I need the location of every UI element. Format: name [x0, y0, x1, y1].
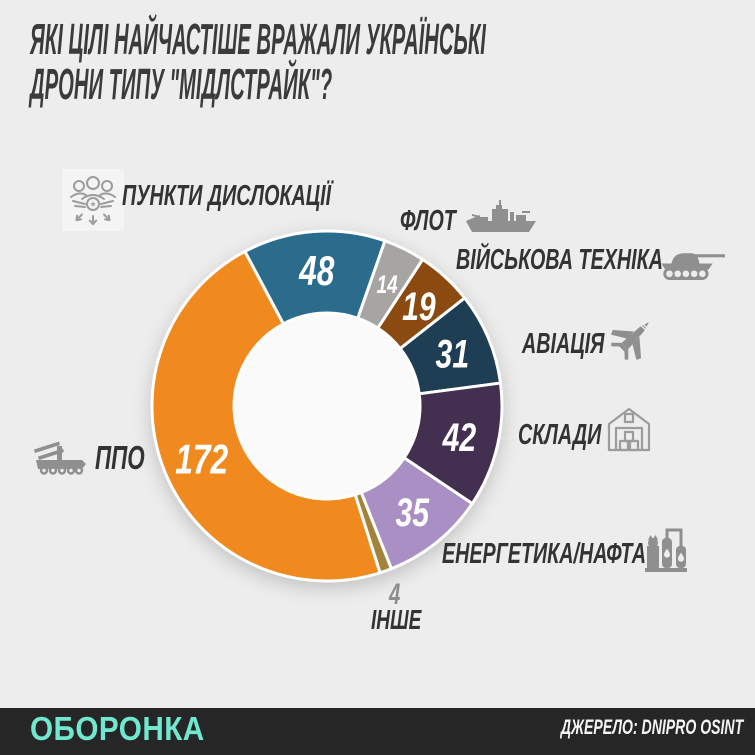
label-garrison: ПУНКТИ ДИСЛОКАЦІЇ [122, 180, 332, 212]
warehouse-icon [607, 407, 651, 452]
label-energy: ЕНЕРГЕТИКА/НАФТА [442, 538, 646, 570]
donut-segment-7 [150, 249, 382, 583]
segment-value-label-5: 35 [396, 491, 430, 535]
value-other: 4 [389, 578, 401, 611]
fighter-jet-icon [610, 322, 649, 361]
air-defense-icon [34, 441, 86, 475]
segment-value-label-4: 42 [442, 416, 476, 460]
page-title: ЯКІ ЦІЛІ НАЙЧАСТІШЕ ВРАЖАЛИ УКРАЇНСЬКІ Д… [30, 17, 486, 107]
page-title-line2: ДРОНИ ТИПУ "МІДЛСТРАЙК"? [30, 60, 333, 109]
label-other: ІНШЕ [371, 604, 422, 635]
segment-value-label-2: 19 [402, 285, 436, 329]
page-title-line1: ЯКІ ЦІЛІ НАЙЧАСТІШЕ ВРАЖАЛИ УКРАЇНСЬКІ [30, 15, 486, 64]
segment-value-label-0: 48 [298, 247, 335, 294]
segment-value-label-1: 14 [377, 271, 398, 299]
source-credit: ДЖЕРЕЛО: DNIPRO OSINT [560, 716, 743, 739]
label-aviation: АВІАЦІЯ [522, 328, 605, 360]
segment-value-label-7: 172 [175, 435, 228, 482]
footer-bar: ОБОРОНКА ДЖЕРЕЛО: DNIPRO OSINT [0, 708, 755, 755]
label-air-defense: ППО [95, 439, 145, 476]
garrison-icon [70, 176, 116, 226]
warship-icon [466, 200, 536, 232]
label-armor: ВІЙСЬКОВА ТЕХНІКА [456, 244, 663, 276]
donut-hole [232, 311, 422, 501]
tank-icon [661, 253, 725, 280]
refinery-icon [645, 528, 687, 572]
segment-value-label-3: 31 [436, 332, 470, 376]
brand-logo: ОБОРОНКА [30, 710, 205, 747]
label-warehouses: СКЛАДИ [518, 419, 602, 451]
label-fleet: ФЛОТ [400, 205, 456, 237]
